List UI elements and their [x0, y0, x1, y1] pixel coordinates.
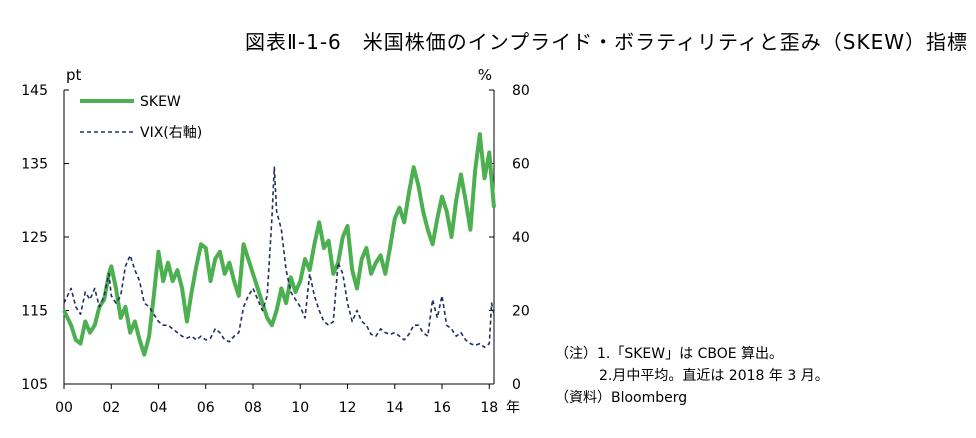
note-2: 2.月中平均。直近は 2018 年 3 月。	[599, 368, 829, 384]
chart-title: 図表Ⅱ-1-6 米国株価のインプライド・ボラティリティと歪み（SKEW）指標	[245, 30, 968, 54]
y-right-tick-label: 20	[512, 304, 530, 320]
left-unit-label: pt	[66, 66, 82, 84]
y-left-tick-label: 125	[21, 230, 48, 246]
x-tick-label: 04	[150, 400, 168, 416]
x-tick-label: 10	[291, 400, 309, 416]
y-right-tick-label: 80	[512, 83, 530, 99]
series-line-vix	[63, 166, 495, 349]
right-unit-label: %	[478, 66, 492, 84]
y-left-tick-label: 145	[21, 83, 48, 99]
x-tick-label: 14	[386, 400, 404, 416]
chart-notes: （注）1.「SKEW」は CBOE 算出。 2.月中平均。直近は 2018 年 …	[555, 343, 829, 409]
year-suffix-label: 年	[506, 400, 520, 416]
x-tick-label: 12	[339, 400, 357, 416]
note-1: （注）1.「SKEW」は CBOE 算出。	[555, 346, 784, 362]
chart-legend: SKEW VIX(右軸)	[80, 94, 202, 141]
legend-label-skew: SKEW	[140, 94, 181, 110]
series-line-skew	[62, 132, 496, 357]
y-right-tick-label: 0	[512, 377, 521, 393]
x-tick-label: 16	[433, 400, 451, 416]
x-tick-label: 06	[197, 400, 215, 416]
legend-label-vix: VIX(右軸)	[140, 125, 202, 141]
chart-series	[62, 132, 496, 357]
y-left-tick-label: 105	[21, 377, 48, 393]
y-left-tick-label: 135	[21, 157, 48, 173]
y-right-tick-label: 60	[512, 157, 530, 173]
x-tick-label: 02	[102, 400, 120, 416]
x-tick-label: 08	[244, 400, 262, 416]
x-tick-label: 00	[55, 400, 73, 416]
y-right-tick-label: 40	[512, 230, 530, 246]
source-note: （資料）Bloomberg	[555, 390, 688, 406]
x-tick-label: 18	[480, 400, 498, 416]
y-left-tick-label: 115	[21, 304, 48, 320]
chart-axes: 105 115 125 135 145 0 20 40 60 80 00 02 04 06 08 10 12 14…	[21, 66, 530, 416]
